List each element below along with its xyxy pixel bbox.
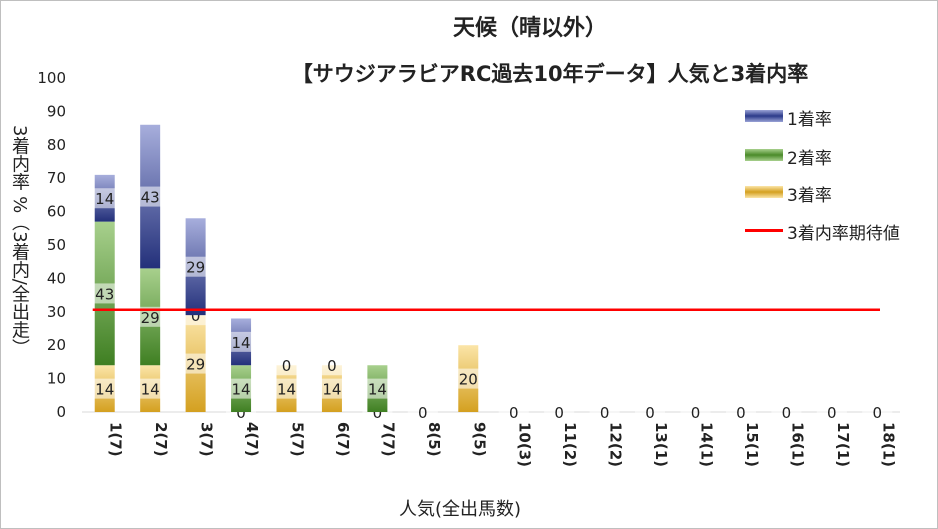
x-tick-label: 5(7) [289,422,307,457]
data-label-3rd: 0 [736,404,746,422]
data-label-3rd: 14 [277,381,296,399]
data-label-3rd: 14 [141,381,160,399]
data-label-3rd: 0 [873,404,883,422]
data-label-3rd: 0 [418,404,428,422]
chart-subtitle: 【サウジアラビアRC過去10年データ】人気と3着内率 [291,62,809,86]
x-tick-label: 6(7) [334,422,352,457]
legend-swatch-1st [745,110,783,122]
data-label-1st: 29 [186,259,205,277]
data-label-3rd: 0 [509,404,519,422]
y-tick-label: 30 [47,303,66,321]
legend-swatch-expected [745,229,783,232]
x-tick-label: 17(1) [834,422,852,467]
y-tick-label: 40 [47,269,66,287]
data-label-2nd: 14 [368,381,387,399]
data-label-bg [725,402,756,422]
data-label-bg [271,355,302,376]
y-tick-label: 50 [47,236,66,254]
data-label-1st: 43 [141,189,160,207]
data-label-2nd: 0 [282,357,292,375]
data-label-bg [498,402,529,422]
data-label-bg [407,402,438,422]
chart-title: 天候（晴以外） [452,16,607,41]
y-tick-label: 90 [47,102,66,120]
legend-swatch-3rd [745,186,783,198]
data-label-bg [180,256,211,277]
data-label-bg [89,283,120,304]
data-label-3rd: 0 [236,404,246,422]
data-label-bg [135,378,166,399]
data-label-1st: 14 [232,334,251,352]
data-label-3rd: 0 [782,404,792,422]
data-label-bg [271,378,302,399]
data-label-bg [316,378,347,399]
x-tick-label: 11(2) [561,422,579,467]
data-label-bg [589,402,620,422]
data-label-bg [226,331,257,352]
y-tick-label: 0 [56,403,66,421]
legend-label-2nd: 2着率 [787,149,832,169]
data-label-3rd: 0 [691,404,701,422]
data-label-bg [135,306,166,327]
data-label-3rd: 14 [322,381,341,399]
y-axis-label: 3着内率 %（3着内/全出走） [9,125,30,357]
data-label-bg [453,368,484,389]
legend-label-3rd: 3着率 [787,186,832,206]
x-axis-label: 人気(全出馬数) [398,499,522,520]
data-label-bg [862,402,893,422]
data-label-3rd: 20 [459,371,478,389]
data-label-3rd: 29 [186,356,205,374]
y-tick-label: 100 [37,69,66,87]
x-tick-label: 18(1) [879,422,897,467]
data-label-bg [226,378,257,399]
data-label-bg [771,402,802,422]
x-tick-label: 1(7) [107,422,125,457]
x-tick-label: 2(7) [152,422,170,457]
legend-label-1st: 1着率 [787,110,832,130]
data-label-2nd: 29 [141,309,160,327]
data-label-bg [816,402,847,422]
x-tick-label: 3(7) [198,422,216,457]
y-tick-label: 20 [47,336,66,354]
y-tick-label: 80 [47,136,66,154]
y-tick-label: 60 [47,203,66,221]
data-label-3rd: 0 [373,404,383,422]
legend-label-expected: 3着内率期待値 [787,224,900,244]
data-label-2nd: 43 [95,285,114,303]
x-tick-label: 7(7) [379,422,397,457]
data-label-bg [89,378,120,399]
data-label-bg [135,186,166,207]
y-tick-label: 10 [47,370,66,388]
data-label-3rd: 0 [554,404,564,422]
x-tick-label: 15(1) [743,422,761,467]
data-label-bg [680,402,711,422]
x-tick-label: 16(1) [788,422,806,467]
x-tick-label: 8(5) [425,422,443,457]
data-label-bg [89,188,120,209]
data-label-bg [316,355,347,376]
data-label-1st: 14 [95,190,114,208]
data-label-3rd: 0 [600,404,610,422]
data-label-2nd: 14 [232,381,251,399]
x-tick-label: 14(1) [698,422,716,467]
legend-swatch-2nd [745,149,783,161]
data-label-bg [180,353,211,374]
data-label-bg [635,402,666,422]
data-label-2nd: 0 [191,307,201,325]
data-label-bg [362,378,393,399]
data-label-3rd: 0 [645,404,655,422]
x-tick-label: 10(3) [516,422,534,467]
data-label-3rd: 0 [827,404,837,422]
x-tick-label: 12(2) [607,422,625,467]
data-label-3rd: 14 [95,381,114,399]
y-tick-label: 70 [47,169,66,187]
data-label-bg [544,402,575,422]
x-tick-label: 9(5) [470,422,488,457]
x-tick-label: 4(7) [243,422,261,457]
x-tick-label: 13(1) [652,422,670,467]
data-label-2nd: 0 [327,357,337,375]
